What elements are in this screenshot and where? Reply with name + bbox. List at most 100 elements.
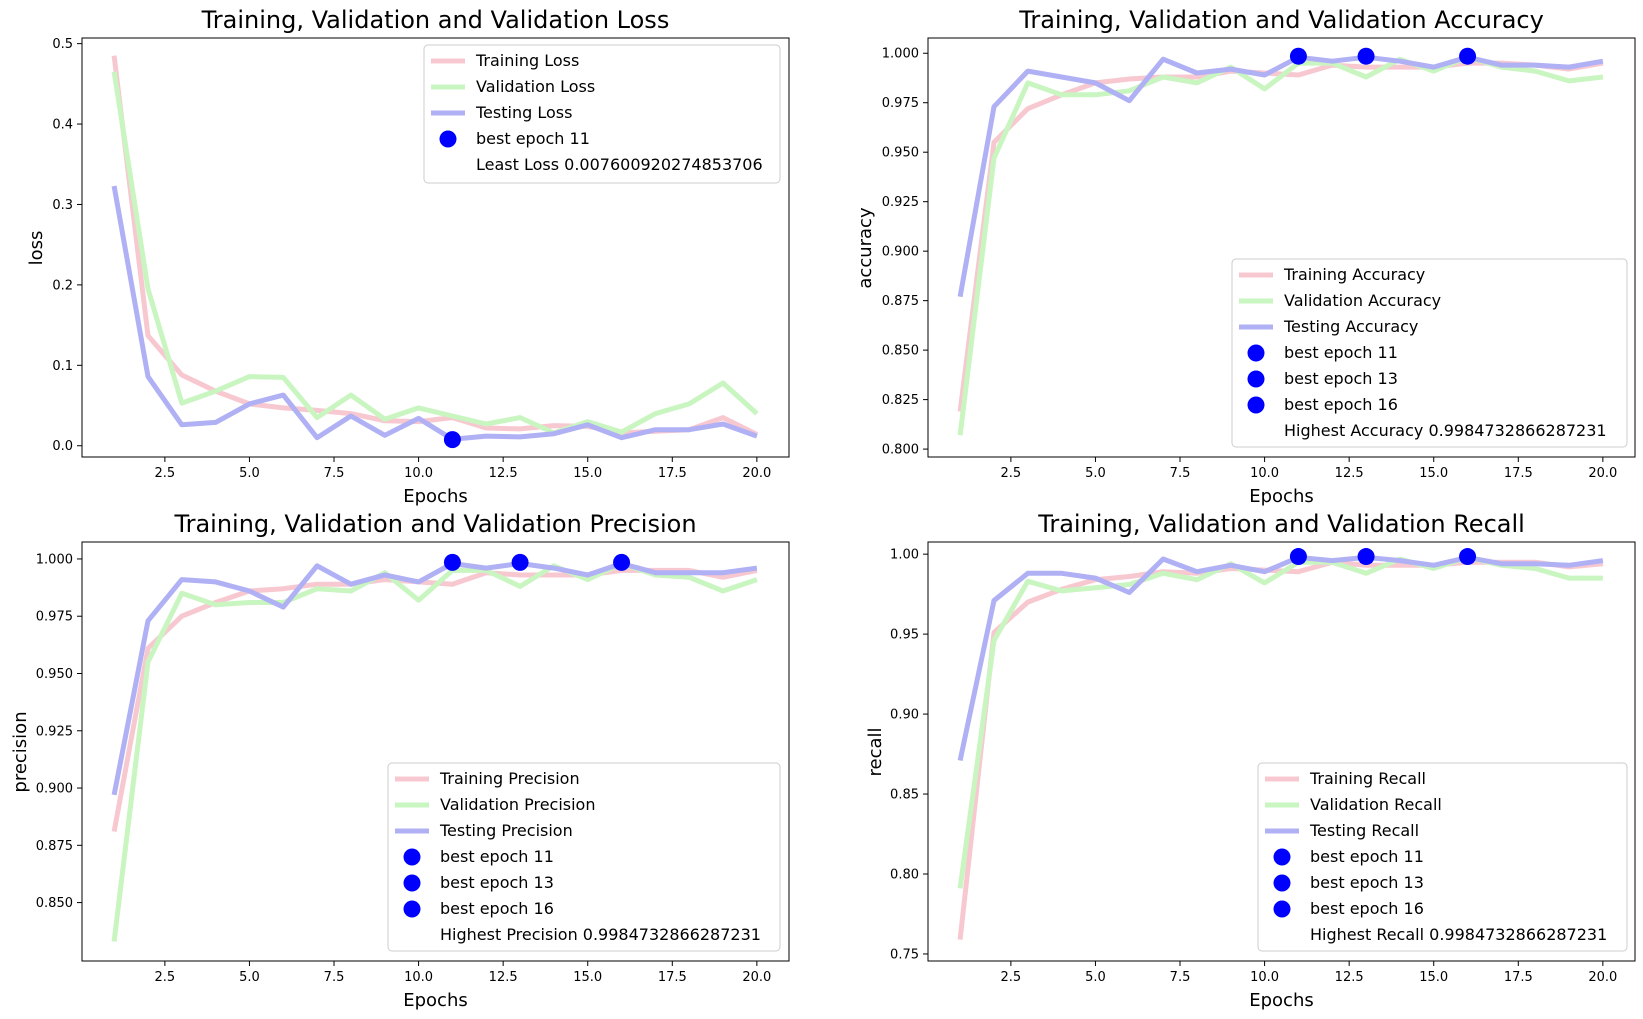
data-point-training-precision	[382, 577, 387, 582]
best-epoch-markers	[1289, 548, 1477, 566]
x-tick-label: 2.5	[1001, 466, 1022, 481]
data-point-validation-accuracy	[1127, 88, 1132, 93]
marker-best-epoch-13	[1357, 47, 1375, 65]
data-point-testing-recall	[1262, 569, 1267, 574]
marker-best-epoch-13	[1357, 548, 1375, 566]
legend-marker-best-epoch-11	[1247, 344, 1265, 362]
y-tick-label: 0.95	[890, 628, 919, 643]
data-point-testing-accuracy	[1161, 57, 1166, 62]
data-point-testing-recall	[1600, 558, 1605, 563]
data-point-validation-precision	[754, 577, 759, 582]
best-epoch-markers	[443, 553, 631, 571]
series-lines	[111, 55, 759, 442]
series-lines	[957, 554, 1604, 940]
data-point-validation-accuracy	[1533, 69, 1538, 74]
legend-label-best-epoch-16: best epoch 16	[1310, 899, 1424, 918]
y-tick-label: 0.975	[36, 610, 73, 625]
data-point-validation-loss	[315, 415, 320, 420]
x-tick-label: 2.5	[155, 466, 176, 481]
data-point-testing-loss	[687, 427, 692, 432]
x-tick-label: 7.5	[324, 970, 345, 985]
legend-label-testing: Testing Precision	[439, 821, 573, 840]
legend-label-best-epoch-13: best epoch 13	[1284, 369, 1398, 388]
data-point-training-loss	[721, 415, 726, 420]
data-point-testing-loss	[518, 434, 523, 439]
y-axis-label: recall	[865, 727, 886, 776]
data-point-testing-precision	[247, 589, 252, 594]
x-tick-label: 17.5	[658, 466, 687, 481]
data-point-validation-precision	[145, 660, 150, 665]
y-tick-label: 1.000	[36, 552, 73, 567]
x-tick-label: 7.5	[324, 466, 345, 481]
data-point-testing-accuracy	[1262, 73, 1267, 78]
y-tick-label: 0.90	[890, 708, 919, 723]
x-axis-label: Epochs	[1249, 486, 1314, 507]
data-point-validation-accuracy	[1364, 74, 1369, 79]
data-point-validation-accuracy	[1262, 86, 1267, 91]
data-point-testing-accuracy	[1025, 69, 1030, 74]
data-point-training-recall	[991, 630, 996, 635]
x-tick-label: 15.0	[1419, 466, 1448, 481]
data-point-validation-recall	[1025, 579, 1030, 584]
precision-chart: Training, Validation and Validation Prec…	[10, 510, 790, 1011]
data-point-validation-loss	[450, 413, 455, 418]
data-point-validation-accuracy	[1161, 74, 1166, 79]
data-point-testing-accuracy	[1093, 80, 1098, 85]
data-point-validation-loss	[484, 422, 489, 427]
data-point-training-loss	[315, 408, 320, 413]
legend-label-validation: Validation Precision	[440, 795, 595, 814]
x-tick-label: 12.5	[489, 970, 518, 985]
marker-best-epoch-16	[1459, 548, 1477, 566]
legend-box	[1231, 258, 1628, 448]
data-point-validation-accuracy	[958, 433, 963, 438]
legend-label-testing: Testing Recall	[1309, 821, 1419, 840]
data-point-testing-accuracy	[1431, 65, 1436, 70]
data-point-validation-precision	[518, 584, 523, 589]
data-point-training-precision	[179, 614, 184, 619]
x-tick-label: 17.5	[658, 970, 687, 985]
data-point-training-precision	[450, 582, 455, 587]
y-tick-label: 0.875	[36, 839, 73, 854]
data-point-training-precision	[281, 586, 286, 591]
data-point-validation-precision	[348, 589, 353, 594]
y-tick-label: 0.3	[52, 198, 73, 213]
data-point-validation-loss	[416, 405, 421, 410]
legend-label-testing: Testing Accuracy	[1283, 317, 1418, 336]
data-point-validation-precision	[112, 939, 117, 944]
data-point-testing-loss	[145, 374, 150, 379]
data-point-testing-accuracy	[1567, 65, 1572, 70]
y-tick-label: 0.75	[890, 947, 919, 962]
data-point-testing-accuracy	[1228, 67, 1233, 72]
x-tick-label: 10.0	[1250, 970, 1279, 985]
data-point-testing-precision	[484, 566, 489, 571]
data-point-validation-loss	[382, 417, 387, 422]
marker-best-epoch-16	[1459, 47, 1477, 65]
data-point-validation-loss	[179, 401, 184, 406]
y-tick-label: 0.800	[882, 443, 919, 458]
data-point-testing-accuracy	[1397, 59, 1402, 64]
data-point-validation-recall	[1533, 566, 1538, 571]
legend-label-best-epoch-11: best epoch 11	[476, 129, 590, 148]
loss-chart: Training, Validation and Validation Loss…	[26, 6, 790, 507]
series-line-testing-recall	[957, 554, 1604, 762]
data-point-testing-accuracy	[1194, 71, 1199, 76]
data-point-testing-accuracy	[1127, 98, 1132, 103]
x-axis-label: Epochs	[403, 990, 468, 1011]
data-point-validation-accuracy	[1567, 78, 1572, 83]
data-point-testing-recall	[1397, 558, 1402, 563]
ticks: 2.5 5.0 7.5 10.0 12.5 15.0 17.5 20.0 0.0 0.1 0.2 0.…	[52, 37, 771, 481]
x-tick-label: 10.0	[404, 970, 433, 985]
data-point-training-loss	[551, 423, 556, 428]
y-tick-label: 0.975	[882, 96, 919, 111]
y-tick-label: 0.925	[882, 195, 919, 210]
data-point-training-loss	[281, 405, 286, 410]
x-tick-label: 10.0	[1250, 466, 1279, 481]
series-lines	[957, 54, 1604, 436]
x-tick-label: 15.0	[1419, 970, 1448, 985]
data-point-validation-accuracy	[1059, 92, 1064, 97]
plot-frame	[927, 37, 1636, 458]
y-tick-label: 0.850	[882, 344, 919, 359]
data-point-testing-precision	[315, 563, 320, 568]
legend-label-best-epoch-16: best epoch 16	[440, 899, 554, 918]
